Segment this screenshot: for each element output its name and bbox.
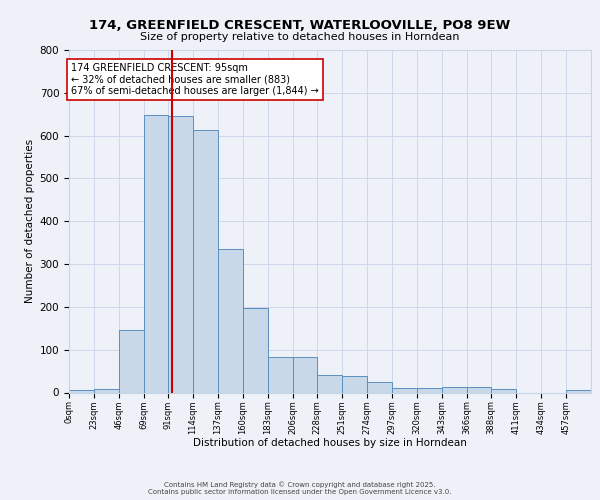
- Bar: [69, 390, 94, 392]
- Bar: [243, 308, 268, 392]
- X-axis label: Distribution of detached houses by size in Horndean: Distribution of detached houses by size …: [193, 438, 467, 448]
- Text: 174 GREENFIELD CRESCENT: 95sqm
← 32% of detached houses are smaller (883)
67% of: 174 GREENFIELD CRESCENT: 95sqm ← 32% of …: [71, 63, 319, 96]
- Text: Contains HM Land Registry data © Crown copyright and database right 2025.
Contai: Contains HM Land Registry data © Crown c…: [148, 482, 452, 495]
- Bar: [342, 376, 367, 392]
- Bar: [218, 249, 243, 392]
- Bar: [392, 388, 417, 392]
- Text: Size of property relative to detached houses in Horndean: Size of property relative to detached ho…: [140, 32, 460, 42]
- Bar: [442, 388, 467, 392]
- Bar: [144, 115, 168, 392]
- Text: 174, GREENFIELD CRESCENT, WATERLOOVILLE, PO8 9EW: 174, GREENFIELD CRESCENT, WATERLOOVILLE,…: [89, 19, 511, 32]
- Bar: [119, 330, 144, 392]
- Bar: [467, 388, 491, 392]
- Bar: [367, 382, 392, 392]
- Y-axis label: Number of detached properties: Number of detached properties: [25, 139, 35, 304]
- Bar: [317, 376, 342, 392]
- Bar: [491, 389, 516, 392]
- Bar: [293, 357, 317, 392]
- Bar: [566, 390, 591, 392]
- Bar: [168, 116, 193, 392]
- Bar: [94, 389, 119, 392]
- Bar: [268, 357, 293, 392]
- Bar: [417, 388, 442, 392]
- Bar: [193, 130, 218, 392]
